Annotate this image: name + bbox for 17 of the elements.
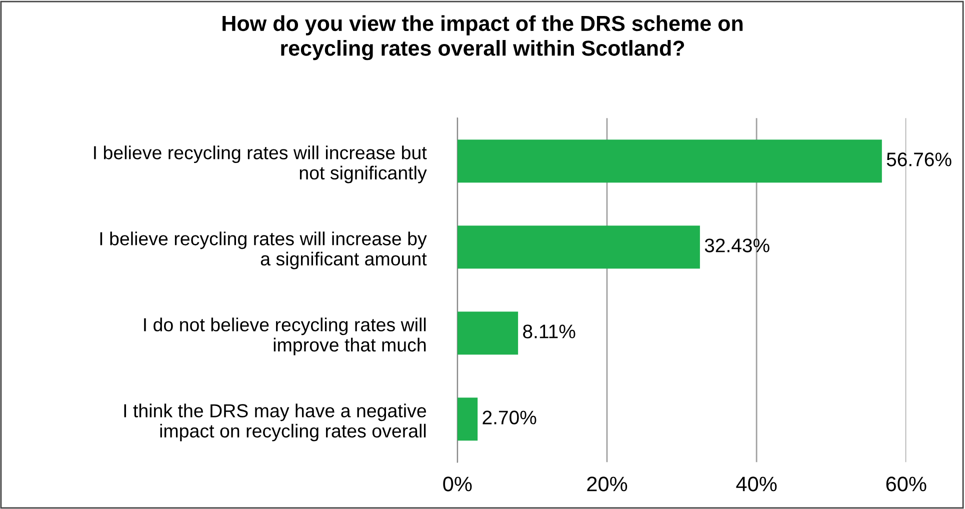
x-tick-label: 60% [886,476,926,492]
y-tick-label: I believe recycling rates will increase by a significant amount [100,232,427,270]
data-label: 32.43% [704,238,770,252]
data-label: 2.70% [482,410,536,424]
y-tick-label: I think the DRS may have a negative impact on recycling rates overall [124,404,426,442]
data-label: 8.11% [523,324,576,338]
bar [457,226,700,269]
x-tick-label: 20% [587,476,628,492]
data-label: 56.76% [886,152,952,166]
y-tick-label: I believe recycling rates will increase but not significantly [94,146,427,184]
bar [457,398,478,441]
bar [457,140,882,183]
y-tick-label: I do not believe recycling rates will improve that much [144,318,426,356]
bar [457,312,518,355]
x-tick-label: 0% [443,476,472,492]
x-tick-label: 40% [736,476,777,492]
chart-title: How do you view the impact of the DRS scheme on recycling rates overall within Scotland? [222,15,743,60]
